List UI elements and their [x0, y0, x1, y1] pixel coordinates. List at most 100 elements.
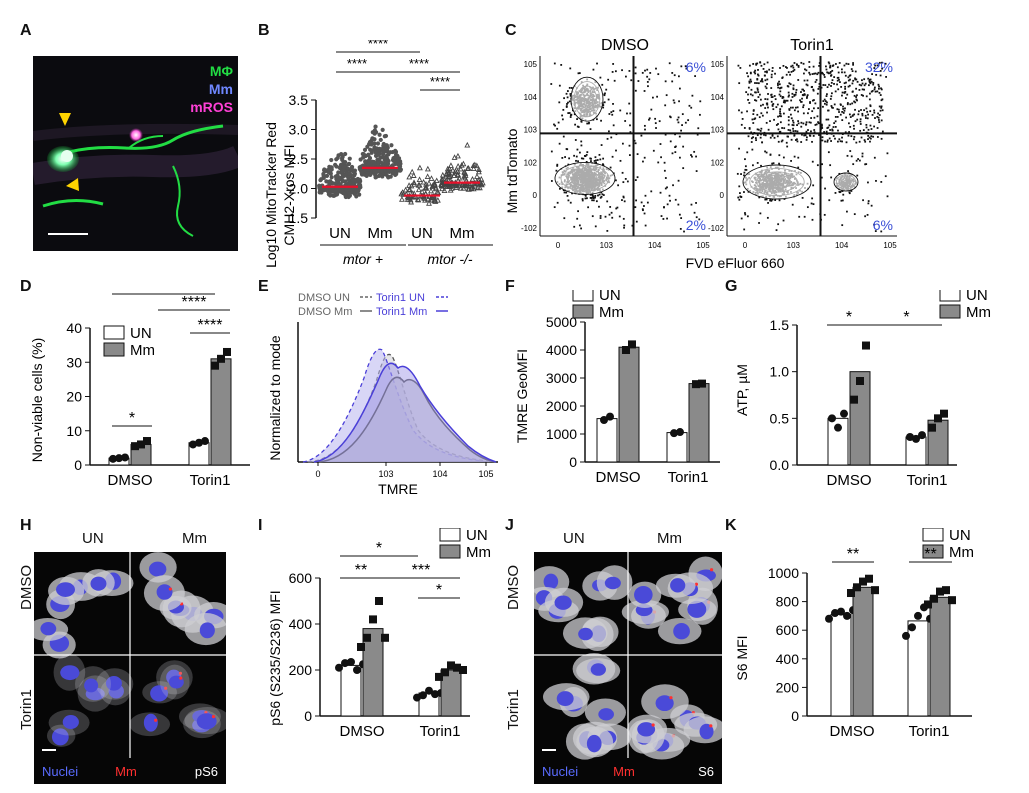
c-event: [811, 218, 814, 221]
c-event: [564, 156, 566, 158]
c-event: [773, 95, 776, 97]
micro-quadrant: [34, 569, 134, 659]
c-quad-top: 32%: [865, 59, 893, 75]
c-event: [836, 83, 838, 86]
c-event: [867, 181, 869, 184]
c-event: [834, 90, 837, 93]
c-event: [777, 128, 780, 131]
panel-label-k: K: [725, 517, 737, 534]
c-event: [844, 74, 847, 77]
b-point: [372, 141, 377, 146]
c-event: [753, 71, 756, 74]
c-event: [816, 164, 819, 167]
c-event: [743, 228, 746, 231]
ytick-label: 5000: [546, 314, 577, 330]
c-event: [828, 124, 831, 127]
c-event: [565, 191, 568, 194]
c-xlabel: FVD eFluor 660: [686, 255, 785, 271]
b-point: [372, 161, 377, 166]
point-mm: [363, 633, 371, 642]
c-event: [770, 87, 773, 89]
c-event: [867, 77, 870, 80]
c-event: [772, 108, 775, 111]
c-event: [749, 93, 752, 96]
c-event: [652, 149, 655, 152]
c-event: [676, 118, 679, 121]
e-legend-torin-mm: Torin1 Mm: [376, 306, 427, 318]
c-event: [761, 114, 764, 117]
c-event: [845, 62, 848, 65]
c-event: [756, 128, 759, 131]
c-event: [630, 79, 633, 82]
e-xtick-label: 0: [315, 469, 320, 479]
c-event: [843, 92, 846, 94]
c-event: [741, 118, 744, 120]
c-event: [586, 151, 589, 154]
c-event: [567, 199, 570, 202]
legend-label-mm: Mm: [949, 544, 974, 561]
c-event: [593, 160, 596, 162]
c-event: [864, 215, 867, 218]
c-event: [761, 80, 764, 83]
legend-label-un: UN: [966, 290, 988, 304]
c-event: [688, 104, 691, 107]
micro-footer-mm: Mm: [115, 764, 137, 779]
b-sig-1: ****: [368, 40, 388, 51]
c-event: [558, 84, 561, 87]
c-event: [880, 87, 882, 90]
b-point: [434, 188, 441, 195]
c-event: [797, 166, 800, 169]
c-event: [828, 199, 831, 202]
c-event: [881, 61, 883, 64]
c-event: [809, 121, 812, 124]
b-point: [428, 196, 435, 203]
b-point: [364, 173, 369, 178]
c-event: [832, 135, 835, 137]
c-event: [793, 134, 796, 137]
c-event: [866, 213, 869, 216]
c-event: [802, 112, 805, 115]
c-event: [581, 199, 584, 202]
b-ytick-label: 2.5: [289, 151, 309, 167]
b-point: [365, 144, 370, 149]
c-event: [826, 93, 828, 96]
panel-label-e: E: [258, 278, 269, 295]
c-event: [764, 70, 767, 73]
c-event: [791, 96, 794, 98]
panel-a-svg: MΦ Mm mROS: [33, 56, 238, 251]
legend-label-mm: Mm: [599, 304, 624, 321]
c-event: [774, 199, 777, 201]
c-event: [678, 75, 680, 78]
c-event: [666, 203, 669, 206]
c-event: [592, 199, 595, 202]
c-event: [831, 69, 834, 72]
c-event: [634, 179, 637, 181]
c-event: [810, 117, 813, 119]
c-event: [599, 217, 602, 219]
b-point: [432, 198, 439, 204]
c-event: [769, 198, 772, 201]
c-event: [765, 87, 768, 90]
c-event: [771, 134, 774, 136]
c-event: [556, 163, 559, 166]
c-event: [827, 126, 830, 129]
c-event: [783, 99, 786, 102]
c-event: [777, 115, 779, 118]
c-event: [556, 201, 559, 204]
point-mm: [847, 589, 855, 598]
c-event: [861, 88, 864, 91]
b-point: [462, 172, 469, 178]
c-event: [786, 66, 788, 69]
c-event: [772, 162, 775, 165]
point-mm: [357, 643, 365, 651]
c-event: [558, 142, 561, 145]
b-point: [411, 181, 418, 187]
bar-un: [596, 418, 618, 463]
legend-swatch-un: [939, 290, 961, 302]
c-event: [823, 98, 826, 101]
c-event: [737, 196, 740, 199]
c-event: [877, 112, 879, 115]
c-event: [691, 155, 693, 158]
point-un: [834, 423, 842, 432]
c-event: [800, 100, 803, 103]
